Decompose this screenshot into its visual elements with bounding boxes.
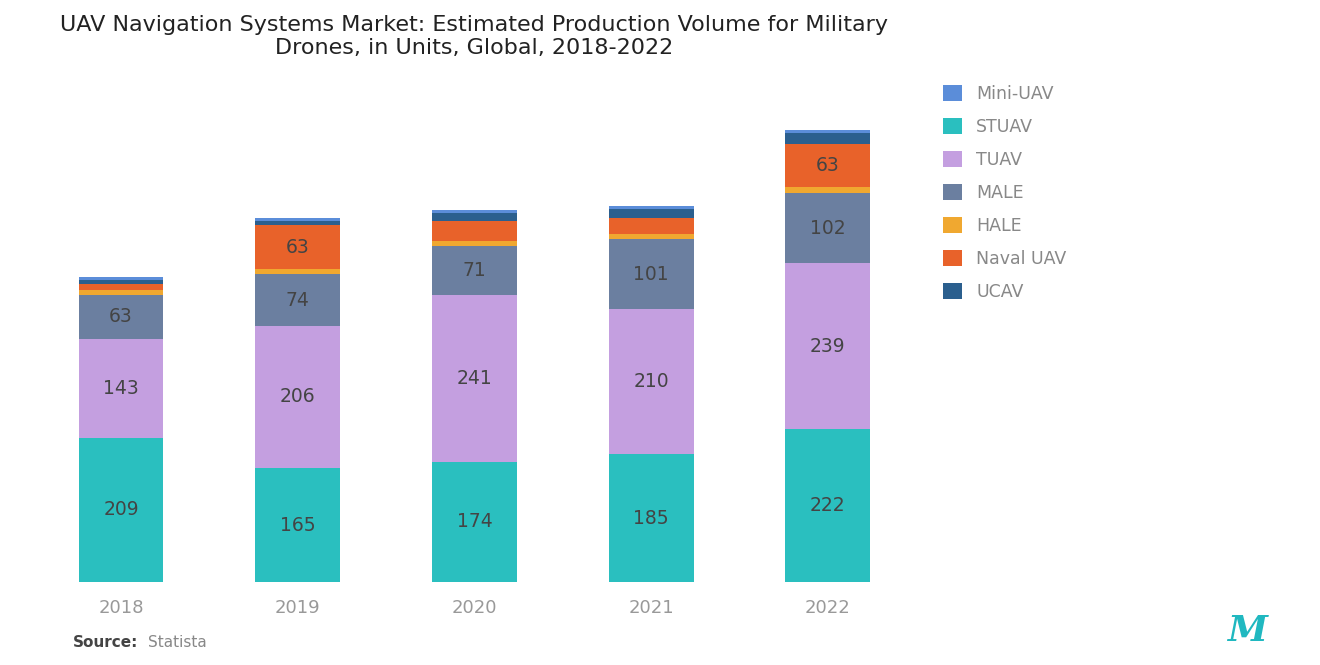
Text: 241: 241 xyxy=(457,369,492,388)
Text: 63: 63 xyxy=(110,307,133,327)
Bar xyxy=(255,275,341,326)
Bar xyxy=(785,130,870,133)
Bar xyxy=(432,462,517,582)
Text: 206: 206 xyxy=(280,387,315,406)
Bar xyxy=(432,221,517,241)
Text: 63: 63 xyxy=(816,156,840,175)
Bar xyxy=(79,338,164,438)
Text: 222: 222 xyxy=(810,496,846,515)
Text: 74: 74 xyxy=(286,291,310,309)
Bar xyxy=(255,269,341,275)
Text: 143: 143 xyxy=(103,378,139,398)
Bar xyxy=(255,468,341,582)
Bar xyxy=(255,326,341,468)
Bar xyxy=(255,221,341,225)
Bar xyxy=(785,144,870,188)
Bar xyxy=(785,188,870,193)
Bar xyxy=(79,290,164,295)
Text: 165: 165 xyxy=(280,515,315,535)
Text: Μ: Μ xyxy=(1228,614,1267,648)
Text: 71: 71 xyxy=(462,261,486,280)
Bar xyxy=(609,206,693,209)
Bar xyxy=(255,219,341,221)
Bar xyxy=(79,280,164,284)
Text: Source:: Source: xyxy=(73,635,139,650)
Text: 63: 63 xyxy=(286,237,310,257)
Bar xyxy=(79,277,164,280)
Bar xyxy=(255,225,341,269)
Bar xyxy=(432,213,517,221)
Bar xyxy=(609,239,693,309)
Text: 102: 102 xyxy=(810,219,846,237)
Bar xyxy=(609,219,693,233)
Bar xyxy=(432,246,517,295)
Text: 185: 185 xyxy=(634,509,669,527)
Bar xyxy=(79,284,164,290)
Text: 210: 210 xyxy=(634,372,669,391)
Bar xyxy=(432,210,517,213)
Bar xyxy=(785,133,870,144)
Title: UAV Navigation Systems Market: Estimated Production Volume for Military
Drones, : UAV Navigation Systems Market: Estimated… xyxy=(61,15,888,59)
Bar xyxy=(79,438,164,582)
Text: 209: 209 xyxy=(103,500,139,519)
Bar xyxy=(432,295,517,462)
Bar xyxy=(609,309,693,454)
Bar xyxy=(609,454,693,582)
Bar xyxy=(785,263,870,429)
Bar xyxy=(785,429,870,582)
Bar xyxy=(79,295,164,338)
Bar xyxy=(609,209,693,219)
Text: Statista: Statista xyxy=(148,635,207,650)
Legend: Mini-UAV, STUAV, TUAV, MALE, HALE, Naval UAV, UCAV: Mini-UAV, STUAV, TUAV, MALE, HALE, Naval… xyxy=(942,84,1067,301)
Text: 101: 101 xyxy=(634,265,669,283)
Bar xyxy=(432,241,517,246)
Bar xyxy=(609,233,693,239)
Text: 174: 174 xyxy=(457,513,492,531)
Bar xyxy=(785,193,870,263)
Text: 239: 239 xyxy=(810,336,846,356)
